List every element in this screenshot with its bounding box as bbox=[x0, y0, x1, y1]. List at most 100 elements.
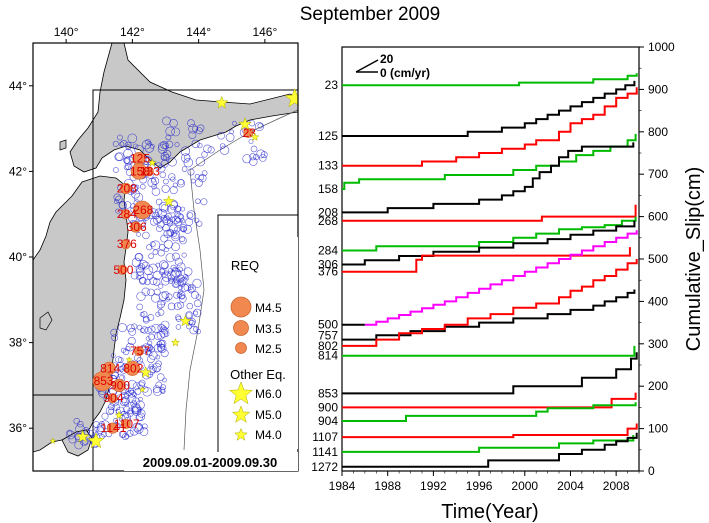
background-quake bbox=[153, 386, 162, 396]
legend-other-star bbox=[231, 405, 251, 423]
req-event-marker bbox=[117, 264, 128, 275]
background-quake bbox=[156, 331, 165, 340]
background-quake bbox=[195, 198, 201, 204]
background-quake bbox=[188, 284, 197, 293]
lat-tick-label: 38° bbox=[9, 336, 27, 350]
background-quake bbox=[105, 406, 115, 415]
background-quake bbox=[136, 275, 142, 281]
background-quake bbox=[171, 252, 180, 261]
background-quake bbox=[156, 225, 163, 232]
background-quake bbox=[155, 215, 163, 223]
legend-other-star bbox=[234, 427, 248, 441]
background-quake bbox=[135, 413, 144, 422]
slip-series-line bbox=[342, 289, 636, 341]
background-quake bbox=[119, 141, 125, 147]
background-quake bbox=[186, 210, 196, 220]
station-label: 284 bbox=[318, 244, 338, 258]
background-quake bbox=[163, 214, 170, 221]
background-quake bbox=[140, 326, 148, 334]
background-quake bbox=[115, 356, 122, 363]
background-quake bbox=[113, 167, 119, 173]
background-quake bbox=[123, 148, 133, 159]
background-quake bbox=[142, 231, 150, 240]
other-event-star bbox=[250, 132, 260, 141]
background-quake bbox=[201, 170, 208, 176]
background-quake bbox=[187, 119, 195, 127]
figure-title: September 2009 bbox=[300, 4, 441, 25]
other-events bbox=[49, 87, 298, 449]
slip-series-line bbox=[342, 259, 638, 347]
background-quake bbox=[135, 264, 144, 273]
background-quake bbox=[157, 300, 165, 309]
lat-tick-label: 42° bbox=[9, 164, 27, 178]
map-ticks: 140° 142° 144° 146° 44° 42° 40° 38° 36° bbox=[9, 25, 278, 435]
background-quake bbox=[225, 133, 235, 142]
slip-series-line bbox=[342, 87, 638, 167]
background-quake bbox=[169, 118, 178, 128]
background-quake bbox=[149, 143, 155, 149]
x-tick-label: 2004 bbox=[557, 479, 584, 493]
legend-req-item: M3.5 bbox=[255, 322, 282, 336]
background-quake bbox=[160, 388, 166, 394]
background-quake bbox=[128, 327, 137, 336]
background-quake bbox=[192, 278, 202, 289]
station-label: 133 bbox=[318, 159, 338, 173]
japan-trench bbox=[183, 169, 205, 451]
background-quake bbox=[141, 423, 148, 430]
region-boundaries bbox=[33, 89, 298, 471]
chart-panel: 2312513315820826828430637650075780281485… bbox=[311, 40, 705, 523]
background-quake bbox=[132, 397, 140, 406]
legend-req-marker-medium bbox=[233, 320, 249, 336]
background-quake bbox=[231, 120, 237, 126]
background-quake bbox=[166, 218, 173, 225]
background-quake bbox=[193, 326, 199, 332]
station-label: 306 bbox=[318, 258, 338, 272]
background-quake bbox=[160, 325, 167, 332]
x-tick-label: 1988 bbox=[374, 479, 401, 493]
req-event-label: 268 bbox=[133, 203, 153, 217]
background-quake bbox=[196, 220, 203, 227]
background-quake bbox=[141, 261, 150, 270]
lon-tick-label: 146° bbox=[252, 25, 277, 39]
slip-series-line bbox=[364, 230, 638, 326]
background-quake bbox=[119, 397, 129, 406]
background-quake bbox=[203, 144, 212, 154]
background-quake bbox=[153, 344, 163, 353]
req-event-marker bbox=[124, 360, 140, 376]
background-quake bbox=[149, 365, 157, 373]
background-quake bbox=[118, 201, 127, 210]
background-quake bbox=[258, 154, 267, 162]
background-quake bbox=[173, 302, 182, 311]
other-event-star bbox=[162, 194, 175, 207]
background-quake bbox=[157, 309, 165, 316]
background-quake bbox=[249, 153, 257, 161]
legend-other-item: M6.0 bbox=[255, 387, 282, 401]
background-quake bbox=[220, 145, 230, 155]
background-quake bbox=[127, 336, 136, 345]
background-quake bbox=[146, 273, 154, 280]
station-label: 158 bbox=[318, 182, 338, 196]
background-quake bbox=[172, 182, 178, 188]
background-quake bbox=[158, 142, 168, 152]
y-tick-label: 400 bbox=[648, 294, 668, 308]
slip-series-line bbox=[342, 216, 637, 252]
background-quake bbox=[136, 291, 146, 301]
req-event-label: 900 bbox=[110, 378, 130, 392]
background-quake bbox=[124, 401, 130, 407]
background-quake bbox=[125, 343, 135, 352]
background-quake bbox=[162, 116, 171, 126]
background-quake bbox=[176, 262, 186, 272]
background-quake bbox=[154, 367, 160, 373]
background-quake bbox=[195, 127, 203, 135]
background-quake bbox=[139, 328, 145, 333]
background-quake bbox=[165, 134, 172, 141]
background-quake bbox=[137, 263, 145, 271]
legend-req-item: M2.5 bbox=[255, 342, 282, 356]
lon-tick-label: 142° bbox=[120, 25, 145, 39]
x-tick-label: 1984 bbox=[329, 479, 356, 493]
slip-series-line bbox=[342, 432, 638, 468]
background-quake bbox=[171, 242, 180, 251]
background-quake bbox=[180, 146, 191, 156]
background-quake bbox=[158, 283, 164, 289]
